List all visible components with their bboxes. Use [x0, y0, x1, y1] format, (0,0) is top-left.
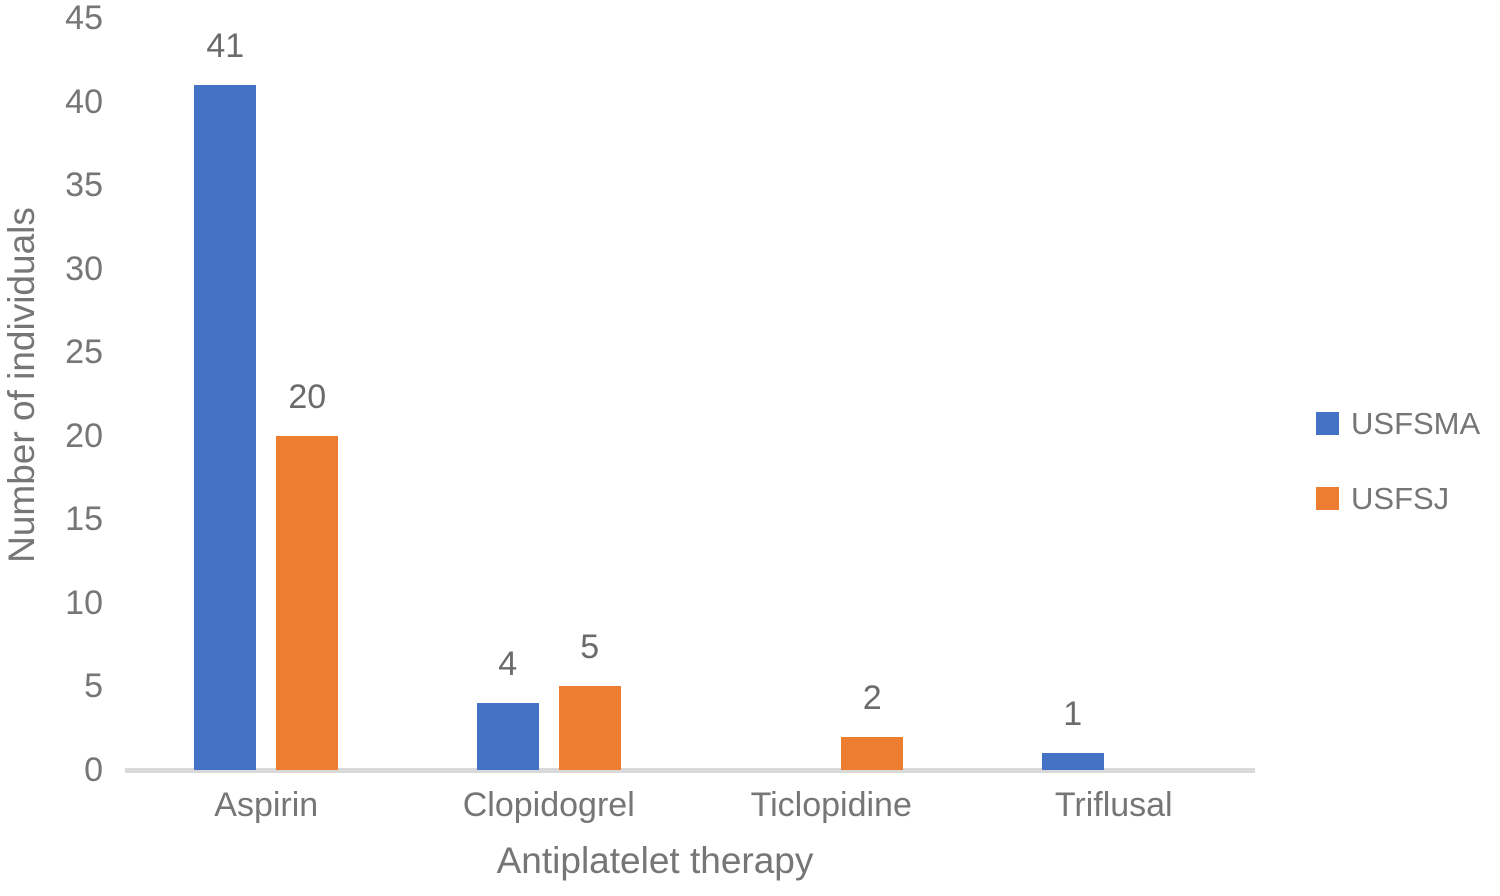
x-axis-line [125, 768, 1255, 773]
legend-swatch-usfsma [1316, 411, 1339, 435]
plot-area: 41 20 4 5 2 1 [125, 18, 1255, 773]
x-category-label-triflusal: Triflusal [1054, 786, 1173, 824]
legend-item-usfsj: USFSJ [1316, 480, 1480, 516]
legend-label-usfsj: USFSJ [1351, 480, 1450, 516]
y-tick-35: 35 [65, 166, 103, 205]
bar-usfsma-aspirin [194, 84, 257, 770]
bar-usfsj-clopidogrel [558, 686, 621, 770]
data-label-usfsma-clopidogrel: 4 [498, 645, 518, 684]
data-label-usfsma-triflusal: 1 [1063, 695, 1083, 734]
data-label-usfsma-aspirin: 41 [206, 26, 245, 65]
bar-usfsj-ticlopidine [841, 736, 904, 770]
bar-usfsj-aspirin [276, 435, 339, 770]
bar-usfsma-clopidogrel [476, 703, 539, 770]
y-tick-10: 10 [65, 583, 103, 622]
bar-usfsma-triflusal [1041, 753, 1104, 770]
x-category-label-clopidogrel: Clopidogrel [462, 786, 635, 824]
y-tick-40: 40 [65, 82, 103, 121]
legend-swatch-usfsj [1316, 486, 1339, 510]
x-category-label-aspirin: Aspirin [214, 786, 319, 824]
x-category-label-ticlopidine: Ticlopidine [750, 786, 912, 824]
legend: USFSMA USFSJ [1316, 405, 1480, 555]
legend-label-usfsma: USFSMA [1351, 405, 1481, 441]
legend-item-usfsma: USFSMA [1316, 405, 1480, 441]
y-tick-0: 0 [84, 751, 103, 789]
data-label-usfsj-aspirin: 20 [288, 377, 327, 416]
y-tick-25: 25 [65, 333, 103, 372]
y-tick-15: 15 [65, 500, 103, 539]
y-tick-20: 20 [65, 416, 103, 455]
y-tick-45: 45 [65, 0, 103, 37]
y-tick-30: 30 [65, 249, 103, 288]
y-tick-5: 5 [84, 667, 103, 706]
x-axis-title: Antiplatelet therapy [496, 840, 814, 881]
data-label-usfsj-clopidogrel: 5 [580, 628, 600, 667]
data-label-usfsj-ticlopidine: 2 [862, 678, 882, 717]
